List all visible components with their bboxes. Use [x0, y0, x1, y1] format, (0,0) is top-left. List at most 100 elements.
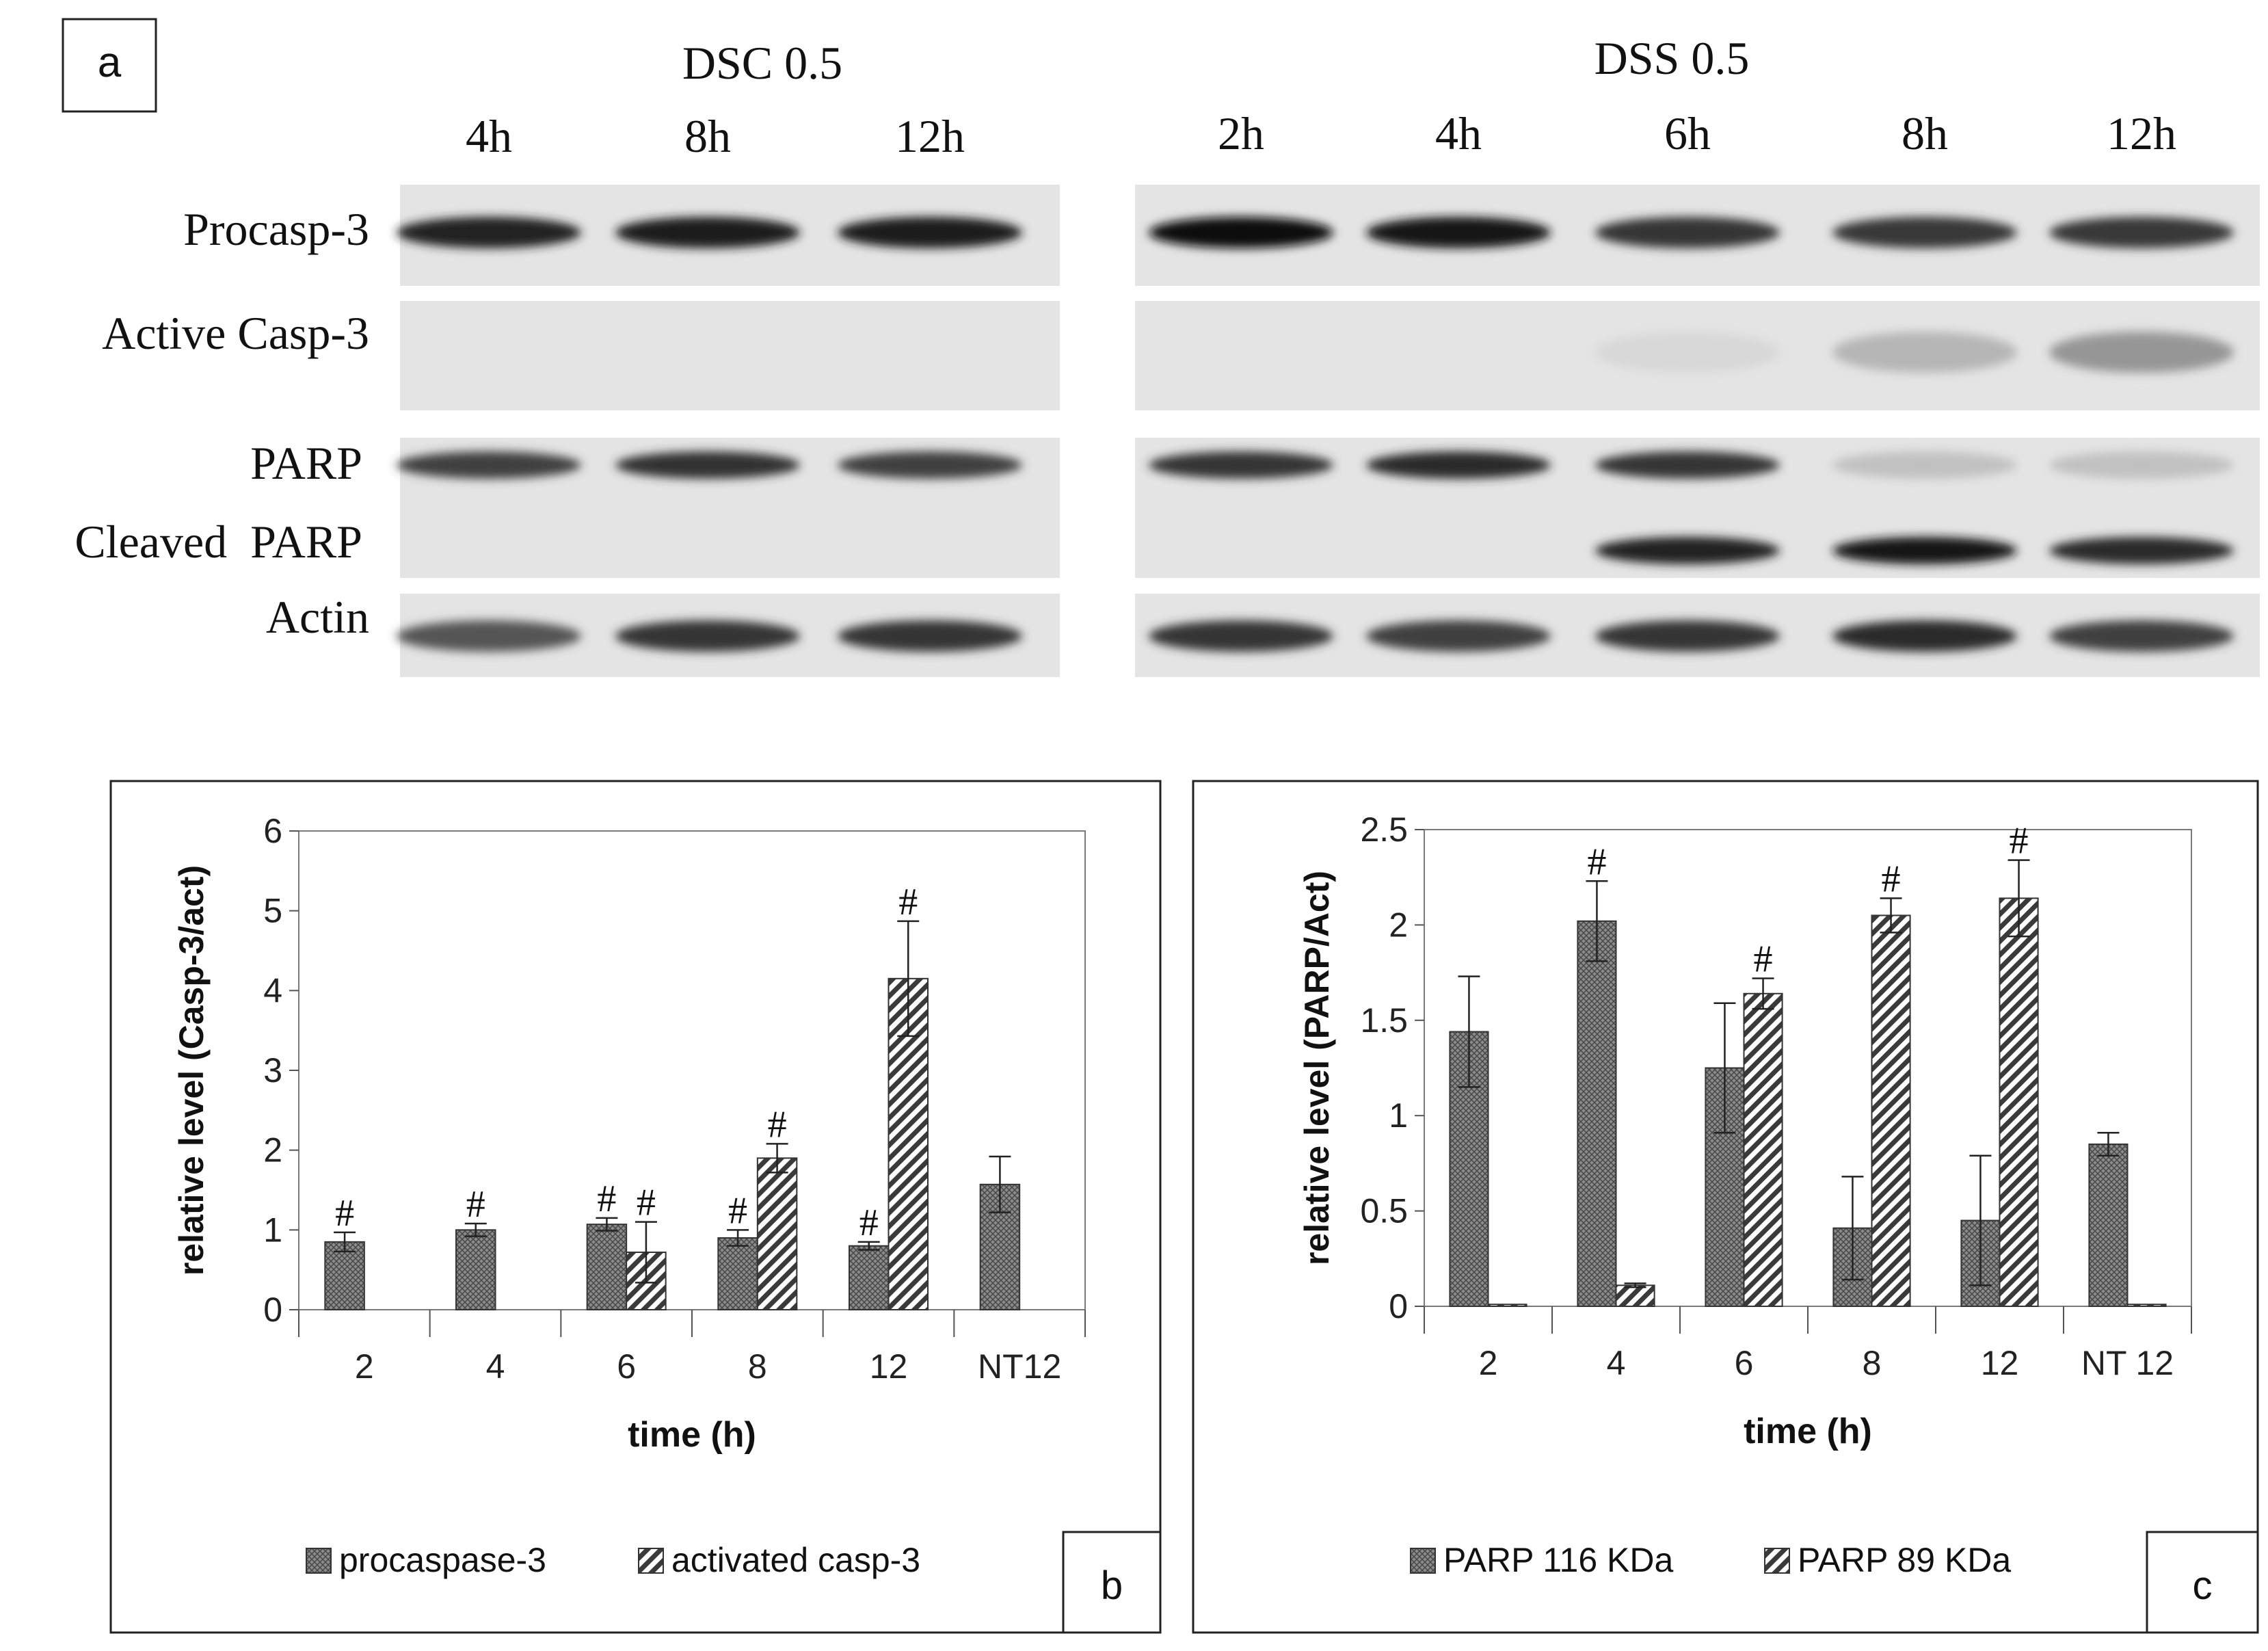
blot-band-procasp	[397, 217, 581, 248]
dss-time-labels: 2h 4h 6h 8h 12h	[1218, 107, 2176, 159]
bar-procaspase-3	[717, 1237, 758, 1310]
x-tick-label: 12	[870, 1347, 908, 1386]
y-tick-label: 2.5	[1360, 810, 1408, 849]
row-label-actin: Actin	[266, 591, 369, 643]
significance-mark: #	[728, 1189, 747, 1232]
blot-band-cleaved	[2049, 537, 2234, 564]
x-tick-label: 4	[486, 1347, 505, 1386]
x-tick-label: 8	[748, 1347, 767, 1386]
blot-band-cleaved	[1595, 537, 1780, 564]
blot-band-parp	[397, 451, 581, 479]
x-axis-title: time (h)	[628, 1415, 756, 1455]
significance-mark: #	[466, 1183, 485, 1226]
significance-mark: #	[1587, 841, 1606, 883]
blot-band-procasp	[1366, 217, 1551, 248]
blot-band-procasp	[2049, 217, 2234, 248]
x-tick-label: 6	[617, 1347, 636, 1386]
dss-time-label: 12h	[2107, 107, 2176, 159]
significance-mark: #	[898, 881, 918, 923]
x-tick-label: 4	[1607, 1344, 1626, 1382]
x-tick-label: NT12	[978, 1347, 1061, 1386]
x-tick-label: NT 12	[2081, 1344, 2174, 1382]
x-tick-label: 2	[355, 1347, 374, 1386]
significance-mark: #	[859, 1202, 879, 1244]
bar-procaspase-3	[586, 1224, 628, 1310]
dss-time-label: 2h	[1218, 107, 1264, 159]
dsc-title: DSC 0.5	[682, 37, 842, 89]
y-axis-title: relative level (Casp-3/act)	[172, 865, 211, 1276]
blot-band-active	[1595, 332, 1780, 373]
significance-mark: #	[768, 1103, 787, 1146]
dsc-time-label: 4h	[466, 110, 512, 162]
panel-b-label-box	[1062, 1531, 1162, 1634]
bar-parp-116-kda	[2088, 1144, 2129, 1308]
panel-c: 0 0.5 1 1.5 2 2.5 2 4 6 8 12 NT 12 # # # # time (h) relat…	[1192, 780, 2259, 1634]
significance-mark: #	[597, 1178, 616, 1220]
row-label-parp: PARP	[250, 437, 362, 489]
bar-parp-89-kda	[1743, 992, 1783, 1307]
panel-c-label-box	[2146, 1531, 2259, 1634]
significance-mark: #	[335, 1192, 354, 1234]
dss-time-label: 8h	[1902, 107, 1948, 159]
bar-parp-116-kda	[1577, 920, 1617, 1307]
y-tick-label: 0	[263, 1291, 282, 1329]
y-tick-label: 1	[1389, 1096, 1408, 1135]
blot-band-actin	[1366, 620, 1551, 652]
blot-band-procasp	[1149, 217, 1333, 248]
panel-b-frame	[109, 780, 1162, 1634]
row-label-cleaved-parp: Cleaved PARP	[75, 516, 362, 568]
y-tick-label: 0	[1389, 1287, 1408, 1325]
blot-band-actin	[1832, 620, 2017, 652]
significance-mark: #	[1882, 858, 1901, 900]
bar-parp-89-kda	[1615, 1284, 1655, 1308]
blot-band-parp	[1149, 451, 1333, 479]
legend-label: PARP 116 KDa	[1443, 1541, 1673, 1579]
significance-mark: #	[1754, 938, 1773, 980]
blot-band-parp	[1595, 451, 1780, 479]
blot-row-labels: Procasp-3 Active Casp-3 PARP Cleaved PAR…	[75, 203, 369, 643]
panel-c-frame	[1192, 780, 2259, 1634]
dsc-time-label: 8h	[684, 110, 731, 162]
blot-band-actin	[1149, 620, 1333, 652]
blot-band-procasp	[838, 217, 1022, 248]
blot-band-active	[2049, 332, 2234, 373]
blot-band-actin	[838, 620, 1022, 652]
bar-parp-89-kda	[1999, 897, 2039, 1308]
blot-band-parp	[1366, 451, 1551, 479]
bar-parp-89-kda	[2126, 1304, 2167, 1308]
blot-band-parp	[838, 451, 1022, 479]
significance-mark: #	[637, 1182, 656, 1224]
bar-procaspase-3	[455, 1229, 496, 1311]
blot-band-actin	[397, 620, 581, 652]
plot-area	[298, 830, 1086, 1310]
legend-label: PARP 89 KDa	[1798, 1541, 2011, 1579]
chart-c: 0 0.5 1 1.5 2 2.5 2 4 6 8 12 NT 12 # # # # time (h) relat…	[1298, 810, 2192, 1579]
blot-band-procasp	[1832, 217, 2017, 248]
bar-procaspase-3	[849, 1245, 890, 1310]
panel-a-label: a	[98, 39, 122, 86]
legend-label: activated casp-3	[671, 1541, 920, 1579]
significance-mark: #	[2010, 820, 2029, 862]
y-tick-label: 1	[263, 1211, 282, 1249]
y-tick-label: 3	[263, 1051, 282, 1089]
dss-time-label: 6h	[1664, 107, 1711, 159]
legend-label: procaspase-3	[339, 1541, 546, 1579]
legend-swatch	[1764, 1548, 1790, 1574]
x-tick-label: 2	[1479, 1344, 1498, 1382]
y-tick-label: 2	[1389, 906, 1408, 944]
blot-strip-dsc-active	[400, 301, 1060, 410]
bar-parp-89-kda	[1871, 914, 1911, 1307]
panel-b-label: b	[1101, 1563, 1123, 1608]
y-tick-label: 5	[263, 892, 282, 930]
row-label-procasp: Procasp-3	[183, 203, 369, 255]
blot-band-actin	[1595, 620, 1780, 652]
legend-swatch	[638, 1548, 664, 1574]
dsc-time-label: 12h	[895, 110, 965, 162]
dss-time-label: 4h	[1435, 107, 1482, 159]
x-tick-label: 12	[1981, 1344, 2019, 1382]
dsc-time-labels: 4h 8h 12h	[466, 110, 965, 162]
y-tick-label: 6	[263, 812, 282, 850]
